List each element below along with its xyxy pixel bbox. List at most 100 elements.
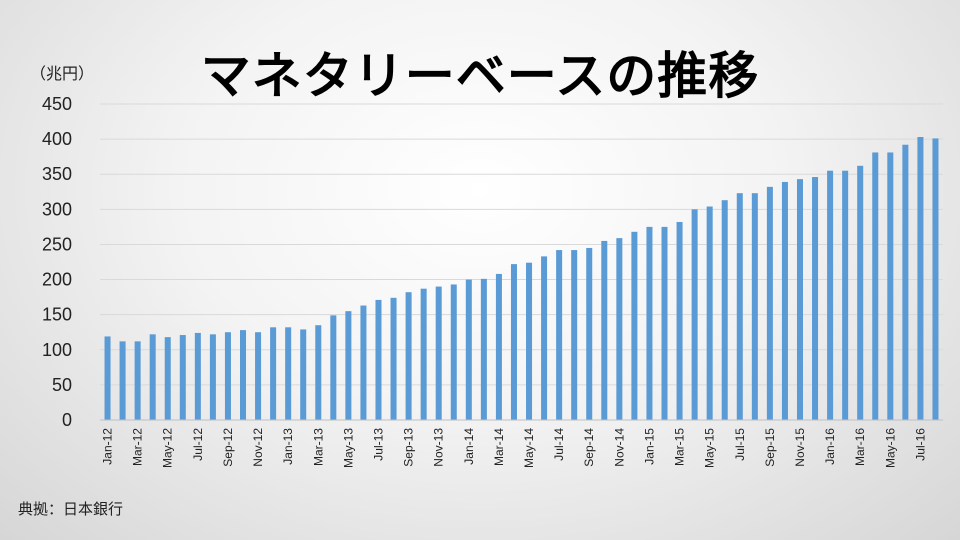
bar-Jun-16 bbox=[902, 144, 909, 421]
x-tick-label: Sep-14 bbox=[582, 428, 596, 467]
bar-Oct-12 bbox=[240, 330, 247, 420]
bar-Jun-13 bbox=[360, 305, 367, 420]
x-tick-label: Jul-12 bbox=[191, 428, 205, 461]
x-tick-label: Mar-12 bbox=[131, 428, 145, 466]
y-tick-label: 0 bbox=[62, 410, 72, 430]
x-tick-label: Jan-12 bbox=[101, 428, 115, 465]
y-tick-label: 150 bbox=[42, 305, 72, 325]
bar-Jan-14 bbox=[465, 279, 472, 420]
bar-Apr-14 bbox=[510, 264, 517, 420]
bar-May-15 bbox=[706, 206, 713, 420]
bar-Dec-15 bbox=[812, 177, 819, 420]
bar-Aug-14 bbox=[571, 250, 578, 420]
x-tick-label: Nov-13 bbox=[432, 428, 446, 467]
x-tick-label: Nov-12 bbox=[251, 428, 265, 467]
x-tick-label: Mar-14 bbox=[492, 428, 506, 466]
x-tick-label: May-13 bbox=[341, 428, 355, 468]
x-tick-label: Sep-12 bbox=[221, 428, 235, 467]
y-tick-label: 250 bbox=[42, 234, 72, 254]
bar-Apr-15 bbox=[691, 209, 698, 420]
bar-Jan-12 bbox=[104, 336, 111, 420]
x-tick-label: Jan-13 bbox=[281, 428, 295, 465]
bar-Apr-16 bbox=[872, 152, 879, 420]
x-tick-label: Mar-15 bbox=[673, 428, 687, 466]
bar-May-13 bbox=[345, 311, 352, 420]
bar-Jun-12 bbox=[179, 335, 186, 420]
y-tick-label: 350 bbox=[42, 164, 72, 184]
bars bbox=[104, 137, 939, 421]
x-tick-label: Jan-14 bbox=[462, 428, 476, 465]
x-tick-label: Mar-13 bbox=[311, 428, 325, 466]
bar-Nov-13 bbox=[435, 286, 442, 420]
x-tick-label: May-14 bbox=[522, 428, 536, 468]
y-tick-label: 300 bbox=[42, 199, 72, 219]
bar-Jun-15 bbox=[721, 200, 728, 420]
bar-Aug-12 bbox=[209, 334, 216, 420]
bar-Feb-16 bbox=[842, 170, 849, 420]
y-tick-label: 50 bbox=[52, 375, 72, 395]
y-tick-label: 200 bbox=[42, 270, 72, 290]
bar-Jul-13 bbox=[375, 299, 382, 420]
bar-Sep-15 bbox=[766, 186, 773, 420]
x-axis-ticks: Jan-12 Mar-12 May-12 Jul-12 Sep-12 Nov-12 Jan-… bbox=[101, 428, 928, 468]
bar-May-14 bbox=[526, 262, 533, 420]
bar-Feb-12 bbox=[119, 341, 126, 420]
x-tick-label: Mar-16 bbox=[853, 428, 867, 466]
bar-Feb-13 bbox=[300, 329, 307, 420]
y-unit-label: （兆円） bbox=[30, 64, 95, 83]
bar-Mar-16 bbox=[857, 165, 864, 420]
x-tick-label: Nov-14 bbox=[612, 428, 626, 467]
x-tick-label: Jan-16 bbox=[823, 428, 837, 465]
bar-Mar-15 bbox=[676, 221, 683, 420]
bar-Aug-15 bbox=[751, 193, 758, 420]
x-tick-label: Jul-13 bbox=[371, 428, 385, 461]
bar-Dec-13 bbox=[450, 284, 457, 420]
bar-May-16 bbox=[887, 152, 894, 420]
bar-Mar-13 bbox=[315, 325, 322, 420]
bar-Jan-16 bbox=[827, 170, 834, 420]
y-axis-ticks: 0 50 100 150 200 250 300 350 400 450 bbox=[42, 94, 72, 430]
bar-Oct-13 bbox=[420, 288, 427, 420]
bar-Sep-13 bbox=[405, 292, 412, 420]
bar-Feb-14 bbox=[480, 278, 487, 420]
x-tick-label: May-12 bbox=[161, 428, 175, 468]
bar-Apr-12 bbox=[149, 334, 156, 420]
bar-Sep-14 bbox=[586, 247, 593, 420]
x-tick-label: Nov-15 bbox=[793, 428, 807, 467]
x-tick-label: Jul-16 bbox=[913, 428, 927, 461]
y-tick-label: 400 bbox=[42, 129, 72, 149]
bar-Jan-15 bbox=[646, 226, 653, 420]
bar-Dec-12 bbox=[270, 327, 277, 420]
bar-Nov-12 bbox=[255, 332, 262, 420]
x-tick-label: Sep-15 bbox=[763, 428, 777, 467]
bar-Mar-14 bbox=[495, 273, 502, 420]
bar-Oct-14 bbox=[601, 240, 608, 420]
bar-Sep-12 bbox=[224, 332, 231, 420]
bar-Oct-15 bbox=[781, 181, 788, 420]
bar-Jun-14 bbox=[541, 256, 548, 420]
bar-Mar-12 bbox=[134, 341, 141, 420]
bar-Jul-16 bbox=[917, 137, 924, 420]
bar-Jan-13 bbox=[285, 327, 292, 420]
chart-title: マネタリーベースの推移 bbox=[200, 47, 760, 105]
bar-Nov-14 bbox=[616, 238, 623, 420]
source-note: 典拠：日本銀行 bbox=[18, 500, 124, 518]
x-tick-label: Sep-13 bbox=[402, 428, 416, 467]
bar-Nov-15 bbox=[796, 179, 803, 420]
bar-Jul-15 bbox=[736, 193, 743, 420]
bar-Apr-13 bbox=[330, 315, 337, 420]
x-tick-label: Jan-15 bbox=[642, 428, 656, 465]
bar-Jul-12 bbox=[194, 332, 201, 420]
x-tick-label: Jul-15 bbox=[733, 428, 747, 461]
bar-Dec-14 bbox=[631, 231, 638, 420]
y-tick-label: 450 bbox=[42, 94, 72, 114]
x-tick-label: May-15 bbox=[703, 428, 717, 468]
bar-Aug-16 bbox=[932, 138, 939, 420]
bar-Jul-14 bbox=[556, 250, 563, 420]
bar-Aug-13 bbox=[390, 297, 397, 420]
bar-May-12 bbox=[164, 337, 171, 420]
x-tick-label: May-16 bbox=[883, 428, 897, 468]
bar-Feb-15 bbox=[661, 226, 668, 420]
y-tick-label: 100 bbox=[42, 340, 72, 360]
